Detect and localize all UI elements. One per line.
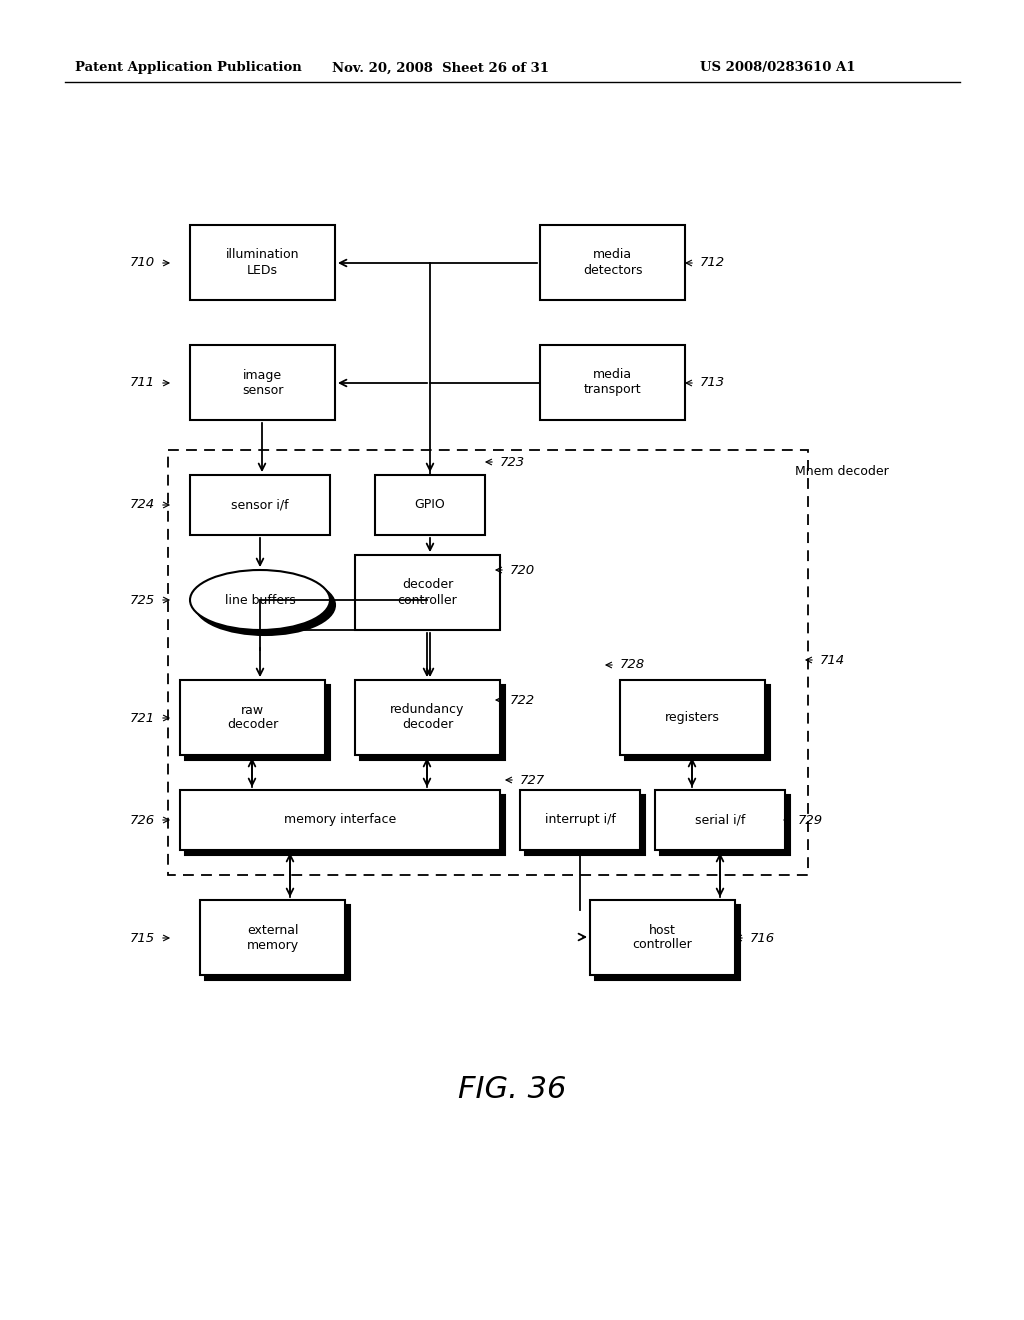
Bar [180, 789, 500, 850]
Text: 713: 713 [700, 376, 725, 389]
Text: 720: 720 [510, 564, 536, 577]
Text: 727: 727 [520, 774, 545, 787]
Text: memory interface: memory interface [284, 813, 396, 826]
Bar [355, 554, 500, 630]
Text: media
transport: media transport [584, 368, 641, 396]
Text: registers: registers [665, 711, 720, 723]
Bar [185, 685, 330, 760]
Text: 724: 724 [130, 499, 155, 511]
Bar [180, 680, 325, 755]
Text: 712: 712 [700, 256, 725, 269]
Bar [620, 680, 765, 755]
Bar [375, 475, 485, 535]
Text: interrupt i/f: interrupt i/f [545, 813, 615, 826]
Ellipse shape [195, 576, 335, 635]
Text: 721: 721 [130, 711, 155, 725]
Text: media
detectors: media detectors [583, 248, 642, 276]
Text: GPIO: GPIO [415, 499, 445, 511]
Text: Nov. 20, 2008  Sheet 26 of 31: Nov. 20, 2008 Sheet 26 of 31 [332, 62, 549, 74]
Text: host
controller: host controller [633, 924, 692, 952]
Bar [190, 345, 335, 420]
Ellipse shape [190, 570, 330, 630]
Text: 716: 716 [750, 932, 775, 945]
Text: Patent Application Publication: Patent Application Publication [75, 62, 302, 74]
Text: sensor i/f: sensor i/f [231, 499, 289, 511]
Text: 726: 726 [130, 813, 155, 826]
Text: image
sensor: image sensor [242, 368, 284, 396]
Text: 710: 710 [130, 256, 155, 269]
Bar [185, 795, 505, 855]
Text: 711: 711 [130, 376, 155, 389]
Bar [520, 789, 640, 850]
Text: serial i/f: serial i/f [695, 813, 745, 826]
Bar [360, 685, 505, 760]
Text: external
memory: external memory [247, 924, 299, 952]
Text: FIG. 36: FIG. 36 [458, 1076, 566, 1105]
Bar [625, 685, 770, 760]
Text: 714: 714 [820, 653, 845, 667]
Bar [590, 900, 735, 975]
Bar [525, 795, 645, 855]
Text: 728: 728 [620, 659, 645, 672]
Text: US 2008/0283610 A1: US 2008/0283610 A1 [700, 62, 855, 74]
Bar [540, 345, 685, 420]
Bar [540, 224, 685, 300]
Bar [355, 680, 500, 755]
Bar [190, 224, 335, 300]
Text: decoder
controller: decoder controller [397, 578, 458, 606]
Bar [205, 906, 350, 979]
Text: 723: 723 [500, 455, 525, 469]
Bar [200, 900, 345, 975]
Text: raw
decoder: raw decoder [227, 704, 279, 731]
Text: illumination
LEDs: illumination LEDs [225, 248, 299, 276]
Text: 722: 722 [510, 693, 536, 706]
Text: redundancy
decoder: redundancy decoder [390, 704, 465, 731]
Text: 715: 715 [130, 932, 155, 945]
Bar [190, 475, 330, 535]
Text: Mnem decoder: Mnem decoder [795, 465, 889, 478]
Bar [660, 795, 790, 855]
Bar [655, 789, 785, 850]
Bar [168, 450, 808, 875]
Text: line buffers: line buffers [224, 594, 295, 606]
Text: 729: 729 [798, 813, 823, 826]
Bar [595, 906, 740, 979]
Text: 725: 725 [130, 594, 155, 606]
